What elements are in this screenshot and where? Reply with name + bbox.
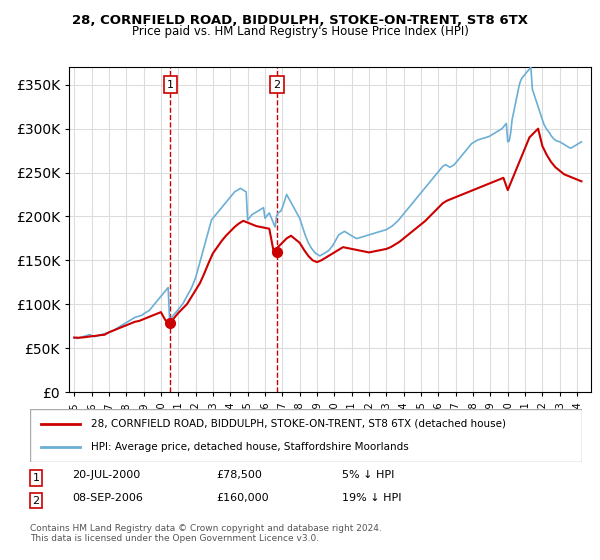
Text: 5% ↓ HPI: 5% ↓ HPI [342, 470, 394, 480]
Text: 2: 2 [274, 80, 280, 90]
Text: £78,500: £78,500 [216, 470, 262, 480]
Text: 28, CORNFIELD ROAD, BIDDULPH, STOKE-ON-TRENT, ST8 6TX: 28, CORNFIELD ROAD, BIDDULPH, STOKE-ON-T… [72, 14, 528, 27]
Text: 20-JUL-2000: 20-JUL-2000 [72, 470, 140, 480]
Text: £160,000: £160,000 [216, 493, 269, 503]
Text: 2: 2 [32, 496, 40, 506]
Text: 28, CORNFIELD ROAD, BIDDULPH, STOKE-ON-TRENT, ST8 6TX (detached house): 28, CORNFIELD ROAD, BIDDULPH, STOKE-ON-T… [91, 419, 506, 429]
Text: Contains HM Land Registry data © Crown copyright and database right 2024.
This d: Contains HM Land Registry data © Crown c… [30, 524, 382, 543]
Text: Price paid vs. HM Land Registry's House Price Index (HPI): Price paid vs. HM Land Registry's House … [131, 25, 469, 38]
Text: HPI: Average price, detached house, Staffordshire Moorlands: HPI: Average price, detached house, Staf… [91, 442, 409, 452]
Text: 08-SEP-2006: 08-SEP-2006 [72, 493, 143, 503]
FancyBboxPatch shape [30, 409, 582, 462]
Text: 1: 1 [167, 80, 174, 90]
Text: 19% ↓ HPI: 19% ↓ HPI [342, 493, 401, 503]
Text: 1: 1 [32, 473, 40, 483]
